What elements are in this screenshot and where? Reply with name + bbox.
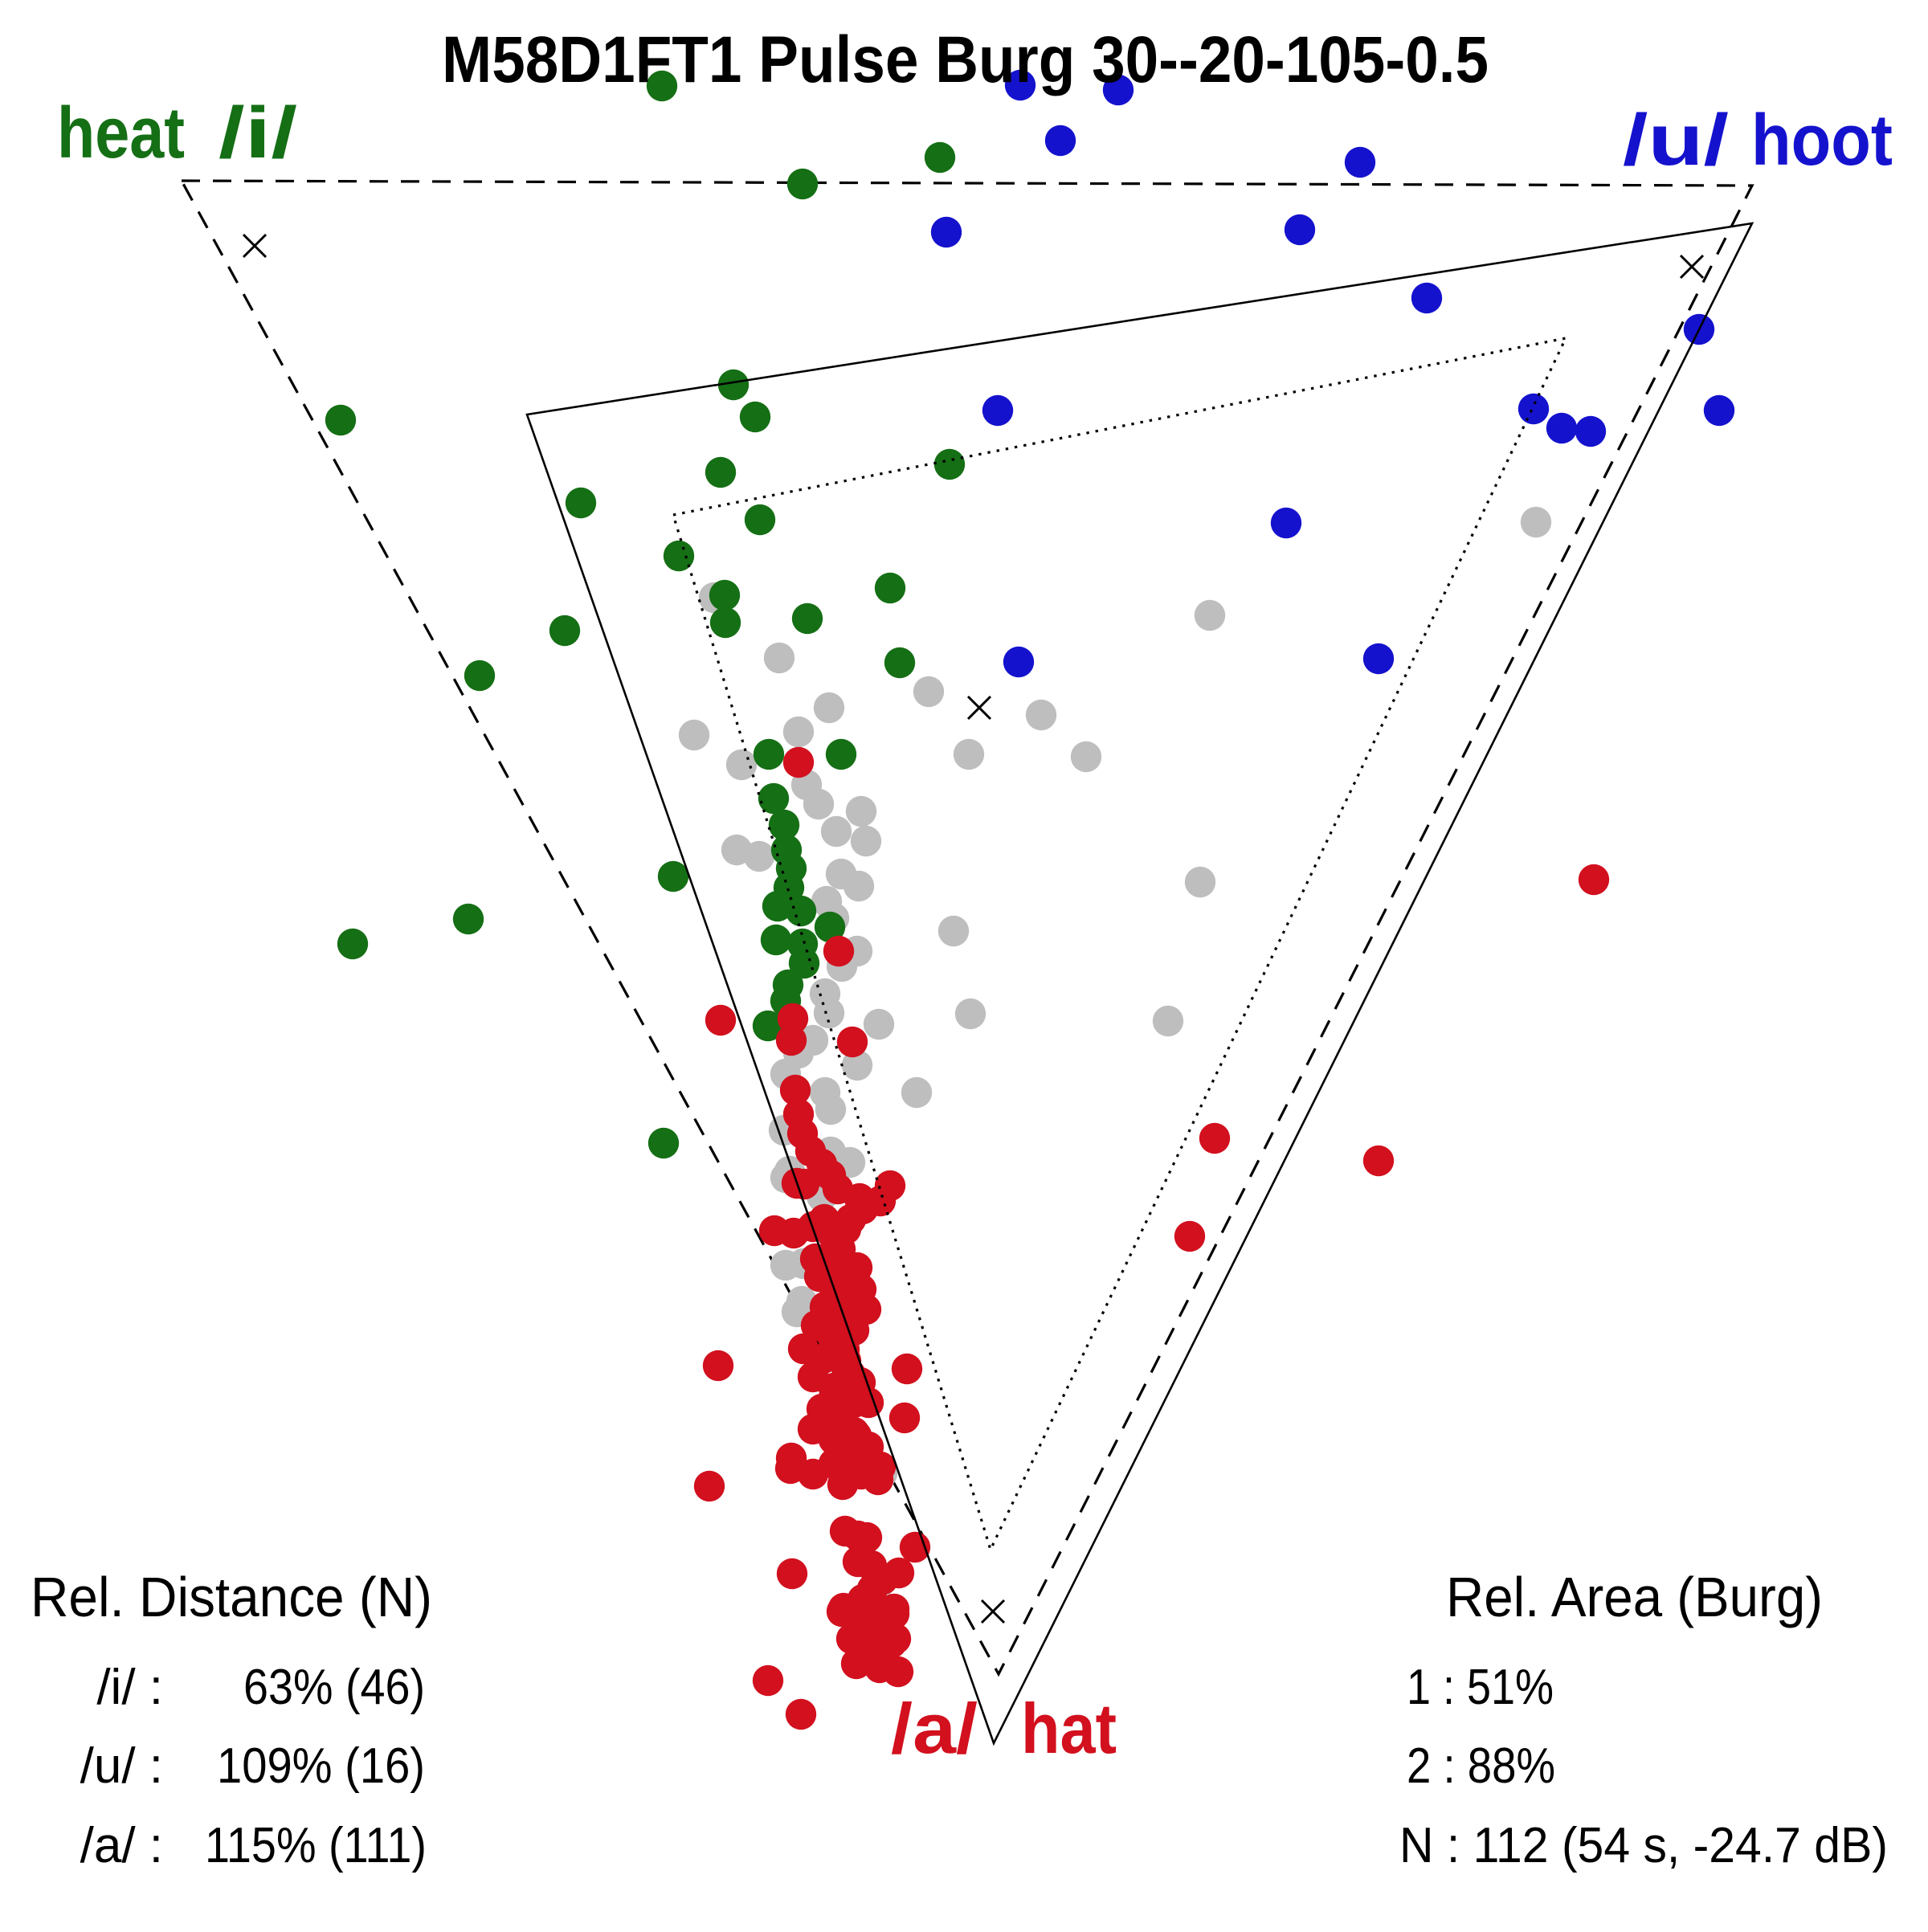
- svg-text:M58D1FT1 Pulse Burg 30--20-105: M58D1FT1 Pulse Burg 30--20-105-0.5: [442, 23, 1489, 96]
- svg-text:/u/ :: /u/ :: [80, 1738, 163, 1794]
- svg-text:Rel. Area (Burg): Rel. Area (Burg): [1446, 1566, 1823, 1628]
- svg-text:109% (16): 109% (16): [217, 1738, 425, 1794]
- svg-text:/u/: /u/: [1623, 100, 1729, 181]
- svg-text:/a/: /a/: [891, 1689, 978, 1768]
- svg-text:63% (46): 63% (46): [243, 1660, 425, 1715]
- svg-text:/i/ :: /i/ :: [96, 1660, 163, 1715]
- svg-text:1 : 51%: 1 : 51%: [1407, 1660, 1554, 1715]
- svg-text:hat: hat: [1021, 1689, 1117, 1768]
- svg-text:hoot: hoot: [1751, 100, 1893, 181]
- svg-text:/a/ :: /a/ :: [80, 1818, 163, 1873]
- svg-text:/i/: /i/: [219, 93, 297, 174]
- svg-text:Rel. Distance (N): Rel. Distance (N): [31, 1566, 432, 1628]
- svg-text:2 : 88%: 2 : 88%: [1407, 1738, 1555, 1794]
- svg-text:115% (111): 115% (111): [205, 1818, 427, 1873]
- svg-text:heat: heat: [57, 93, 185, 174]
- svg-text:N : 112 (54 s, -24.7 dB): N : 112 (54 s, -24.7 dB): [1399, 1818, 1888, 1873]
